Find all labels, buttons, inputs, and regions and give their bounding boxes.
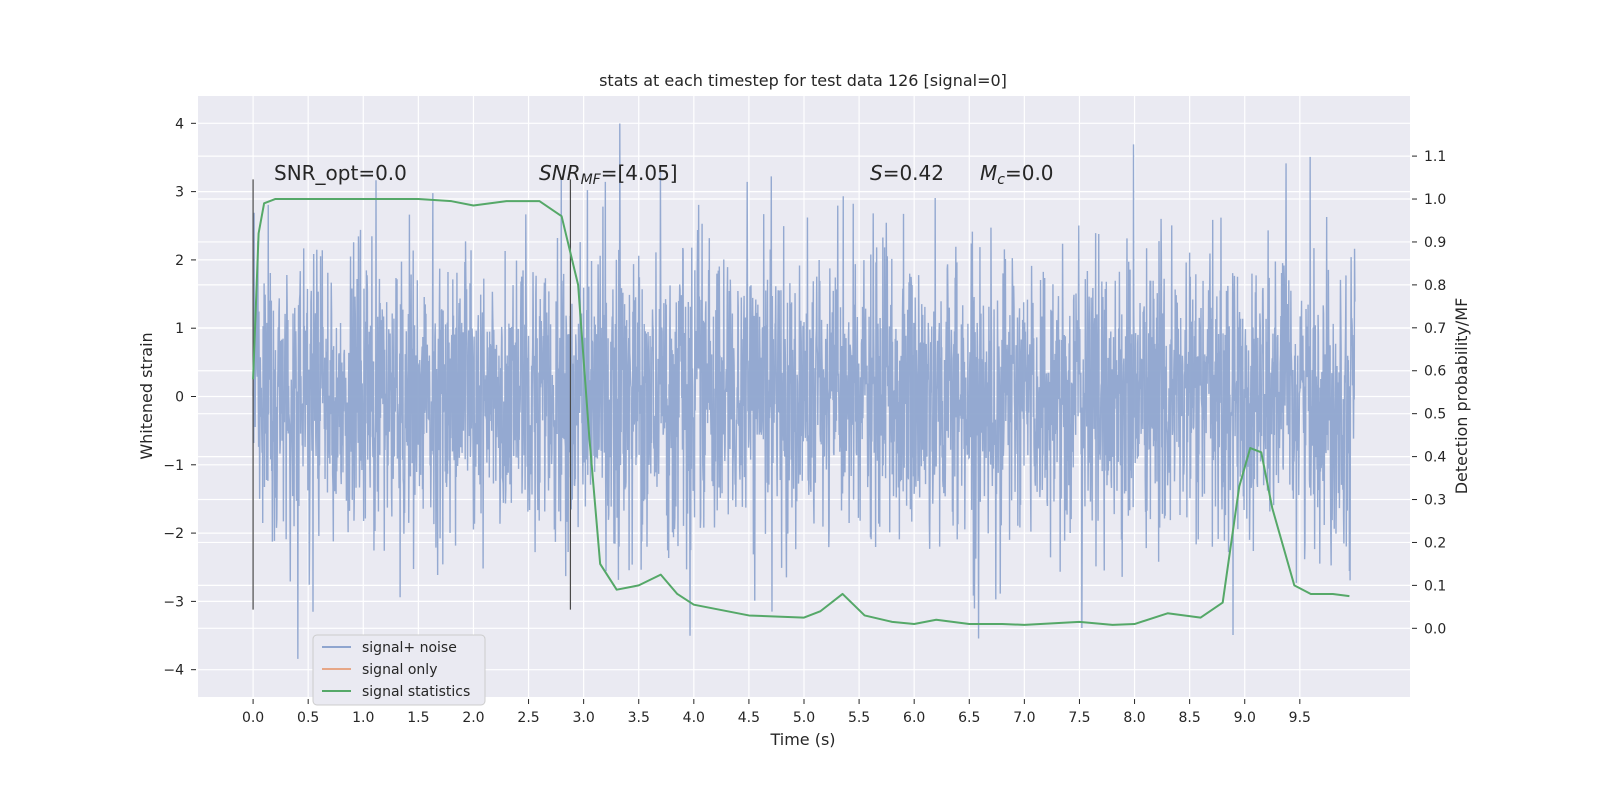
chart-title: stats at each timestep for test data 126… <box>599 71 1007 90</box>
x-tick-label: 5.0 <box>793 710 815 726</box>
series-layer <box>252 198 1350 626</box>
x-tick-label: 2.0 <box>462 710 484 726</box>
y-tick-label: −1 <box>163 458 184 474</box>
y2-tick-label: 0.6 <box>1424 364 1446 380</box>
x-tick-label: 4.0 <box>683 710 705 726</box>
legend-label-signal-only: signal only <box>362 662 437 678</box>
legend-box <box>312 634 486 706</box>
y2-tick-label: 0.7 <box>1424 321 1446 337</box>
x-tick-label: 6.5 <box>958 710 980 726</box>
x-tick-label: 3.0 <box>573 710 595 726</box>
y-tick-label: 0 <box>175 390 184 406</box>
y-tick-label: −4 <box>163 663 184 679</box>
x-tick-label: 1.5 <box>407 710 429 726</box>
y-axis-ticks: 4 3 2 1 0 −1 −2 −3 −4 <box>163 116 196 679</box>
y-axis-title: Whitened strain <box>137 332 156 459</box>
legend-label-signal-statistics: signal statistics <box>362 684 470 700</box>
y2-tick-label: 0.3 <box>1424 493 1446 509</box>
x-tick-label: 6.0 <box>903 710 925 726</box>
annotation-s: S=0.42 <box>870 161 944 185</box>
y-tick-label: −2 <box>163 526 184 542</box>
x-tick-label: 5.5 <box>848 710 870 726</box>
y2-axis-title: Detection probability/MF <box>1452 298 1471 495</box>
y-tick-label: 3 <box>175 185 184 201</box>
annotation-snr-opt: SNR_opt=0.0 <box>274 161 407 185</box>
x-tick-label: 8.0 <box>1123 710 1145 726</box>
y2-tick-label: 0.9 <box>1424 235 1446 251</box>
y2-tick-label: 0.5 <box>1424 407 1446 423</box>
x-tick-label: 0.5 <box>297 710 319 726</box>
x-tick-label: 8.5 <box>1179 710 1201 726</box>
noise-trace <box>252 123 1356 659</box>
y2-axis-ticks: 1.1 1.0 0.9 0.8 0.7 0.6 0.5 0.4 0.3 0.2 0.1 0.0 <box>1412 149 1446 637</box>
y2-tick-label: 1.0 <box>1424 192 1446 208</box>
y2-tick-label: 1.1 <box>1424 149 1446 165</box>
y-tick-label: 4 <box>175 116 184 132</box>
legend: signal+ noise signal only signal statist… <box>312 634 486 706</box>
y2-tick-label: 0.0 <box>1424 621 1446 637</box>
annotation-mc: Mc=0.0 <box>980 161 1054 188</box>
y-tick-label: −3 <box>163 594 184 610</box>
x-tick-label: 3.5 <box>628 710 650 726</box>
y2-tick-label: 0.8 <box>1424 278 1446 294</box>
x-tick-label: 2.5 <box>517 710 539 726</box>
x-tick-label: 7.5 <box>1068 710 1090 726</box>
x-axis-title: Time (s) <box>769 730 835 749</box>
x-tick-label: 4.5 <box>738 710 760 726</box>
x-tick-label: 1.0 <box>352 710 374 726</box>
x-tick-label: 7.0 <box>1013 710 1035 726</box>
x-tick-label: 9.5 <box>1289 710 1311 726</box>
y-tick-label: 1 <box>175 321 184 337</box>
x-axis-ticks: 0.0 0.5 1.0 1.5 2.0 2.5 3.0 3.5 4.0 4.5 5.0 5.5 6.0 6… <box>242 699 1311 726</box>
y2-tick-label: 0.2 <box>1424 535 1446 551</box>
y-tick-label: 2 <box>175 253 184 269</box>
y2-tick-label: 0.4 <box>1424 450 1446 466</box>
x-tick-label: 0.0 <box>242 710 264 726</box>
series-signal-statistics-line <box>252 198 1350 626</box>
annotation-snr-mf: SNRMF=[4.05] <box>539 161 678 188</box>
y2-tick-label: 0.1 <box>1424 578 1446 594</box>
legend-label-signal-noise: signal+ noise <box>362 640 457 656</box>
x-tick-label: 9.0 <box>1234 710 1256 726</box>
series-signal-noise-line <box>252 123 1356 659</box>
